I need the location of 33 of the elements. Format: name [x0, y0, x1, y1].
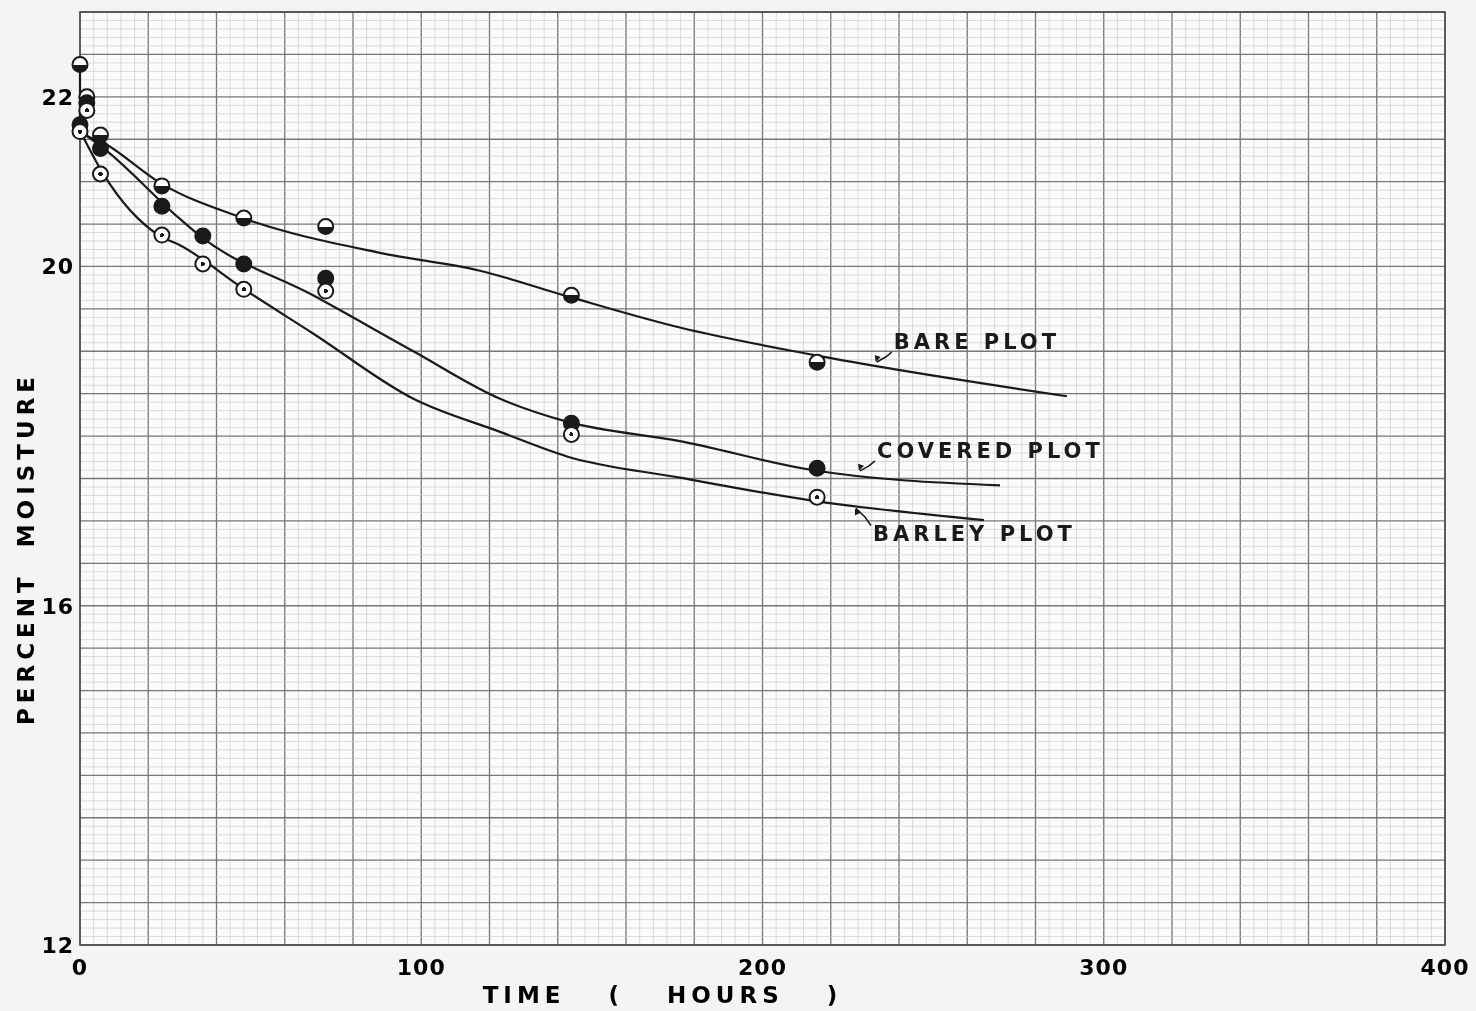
x-tick-label: 300	[1079, 955, 1129, 980]
series-label: BARE PLOT	[893, 330, 1061, 355]
x-tick-label: 0	[71, 955, 89, 980]
point	[71, 123, 89, 141]
point	[235, 209, 253, 227]
point	[71, 56, 89, 74]
series-label: COVERED PLOT	[876, 438, 1104, 463]
point	[153, 197, 171, 215]
point	[317, 282, 335, 300]
point	[153, 177, 171, 195]
x-tick-label: 100	[396, 955, 446, 980]
point	[562, 286, 580, 304]
y-tick-label: 20	[41, 254, 74, 280]
point	[91, 140, 109, 158]
y-tick-label: 12	[41, 933, 74, 958]
point	[808, 488, 826, 506]
y-tick-label: 22	[41, 84, 74, 110]
point	[153, 226, 171, 244]
x-axis-title: TIME ( HOURS )	[482, 982, 843, 1008]
x-tick-label: 200	[738, 955, 787, 980]
point	[194, 227, 212, 245]
point	[235, 255, 253, 273]
point	[808, 459, 826, 477]
x-tick-label: 400	[1420, 955, 1470, 980]
legend-label: BARLEY PLOT	[872, 522, 1076, 547]
point	[235, 280, 253, 298]
point	[808, 353, 826, 371]
y-tick-label: 16	[41, 593, 74, 619]
y-axis-title: PERCENT MOISTURE	[13, 371, 39, 726]
point	[194, 255, 212, 273]
point	[317, 218, 335, 236]
point	[91, 126, 109, 144]
point	[91, 165, 109, 183]
